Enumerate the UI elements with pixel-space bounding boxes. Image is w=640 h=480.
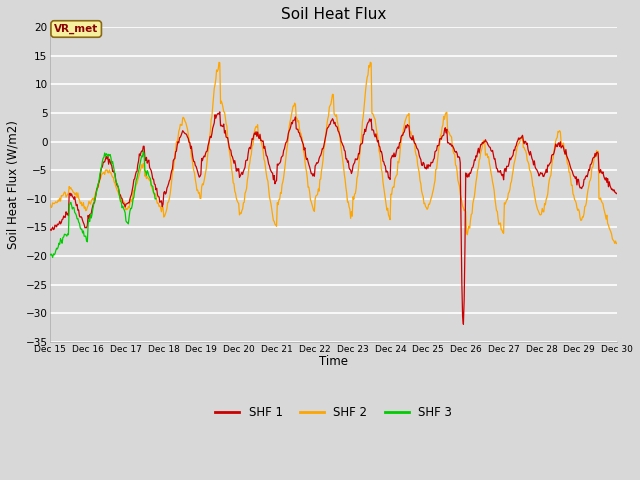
- Legend: SHF 1, SHF 2, SHF 3: SHF 1, SHF 2, SHF 3: [211, 402, 457, 424]
- Y-axis label: Soil Heat Flux (W/m2): Soil Heat Flux (W/m2): [7, 120, 20, 249]
- Text: VR_met: VR_met: [54, 24, 99, 34]
- Title: Soil Heat Flux: Soil Heat Flux: [281, 7, 387, 22]
- X-axis label: Time: Time: [319, 355, 348, 368]
